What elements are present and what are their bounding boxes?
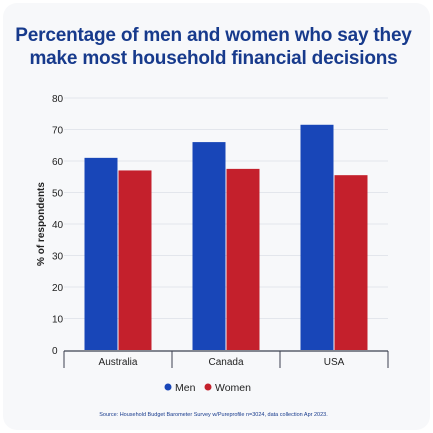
bar-men-usa — [300, 124, 334, 351]
y-tick-label: 0 — [52, 346, 58, 357]
bar-men-canada — [192, 142, 226, 350]
gridlines — [64, 97, 388, 319]
bars — [84, 124, 368, 351]
legend: Men Women — [164, 382, 251, 394]
y-tick-label: 20 — [52, 283, 64, 294]
legend-swatch-men — [164, 383, 172, 391]
x-tick-label: USA — [324, 357, 345, 368]
bar-women-usa — [334, 175, 368, 350]
source-note: Source: Household Budget Barometer Surve… — [99, 412, 328, 418]
y-tick-label: 50 — [52, 189, 64, 200]
legend-label-men: Men — [175, 382, 196, 394]
bar-women-australia — [118, 170, 152, 350]
y-tick-label: 10 — [52, 315, 64, 326]
y-tick-label: 30 — [52, 252, 64, 263]
y-tick-label: 70 — [52, 126, 64, 137]
x-tick-label: Canada — [208, 357, 243, 368]
y-tick-label: 80 — [52, 94, 64, 105]
bar-women-canada — [226, 168, 260, 350]
axes: 0 10 20 30 40 50 60 70 80 Australia Canada USA % of … — [36, 94, 389, 368]
y-axis-label: % of respondents — [36, 182, 47, 266]
chart-title: Percentage of men and women who say they… — [15, 25, 412, 69]
x-tick-label: Australia — [99, 357, 138, 368]
legend-swatch-women — [204, 383, 212, 391]
legend-label-women: Women — [215, 382, 251, 394]
y-tick-label: 40 — [52, 220, 64, 231]
y-tick-label: 60 — [52, 157, 64, 168]
bar-men-australia — [84, 157, 118, 350]
